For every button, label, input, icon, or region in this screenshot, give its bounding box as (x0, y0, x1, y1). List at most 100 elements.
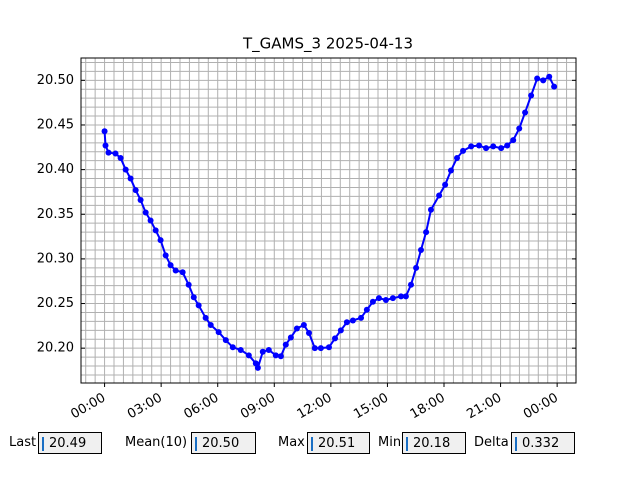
data-point (382, 296, 389, 303)
readout-label: Max (278, 435, 305, 450)
data-point (195, 302, 202, 309)
y-tick-label: 20.45 (37, 117, 74, 132)
data-point (317, 345, 324, 352)
data-point (287, 334, 294, 341)
data-point (277, 353, 284, 360)
x-tick-label: 18:00 (408, 391, 448, 423)
data-point (112, 150, 119, 157)
data-point (147, 217, 154, 224)
data-point (504, 142, 511, 149)
readout-label: Delta (474, 435, 509, 450)
data-point (442, 181, 449, 188)
readout-field[interactable]: 20.18 (402, 432, 466, 454)
data-point (349, 317, 356, 324)
data-point (185, 281, 192, 288)
data-point (305, 330, 312, 336)
data-point (363, 306, 370, 313)
data-point (245, 352, 252, 359)
data-point (105, 149, 112, 156)
data-point (408, 281, 414, 288)
data-point (540, 77, 547, 84)
readout-label: Min (378, 435, 402, 450)
data-point (265, 346, 272, 353)
data-point (510, 137, 517, 144)
data-point (389, 295, 396, 302)
data-point (413, 264, 420, 271)
y-tick-label: 20.50 (37, 73, 74, 88)
data-point (282, 341, 289, 348)
data-point (447, 167, 454, 174)
data-point (207, 321, 214, 328)
readout-field[interactable]: 20.51 (307, 432, 370, 454)
readout-label: Mean(10) (125, 435, 188, 450)
y-tick-label: 20.20 (37, 341, 74, 356)
data-point (162, 252, 169, 259)
data-point (332, 335, 339, 342)
data-point (423, 229, 430, 236)
data-point (172, 267, 179, 274)
data-point (259, 348, 266, 355)
data-point (534, 75, 541, 82)
data-point (516, 125, 523, 132)
data-point (528, 92, 535, 99)
data-point (122, 166, 129, 173)
data-point (468, 143, 475, 150)
y-tick-label: 20.40 (37, 162, 74, 177)
data-point (427, 206, 434, 213)
data-point (417, 246, 424, 253)
x-tick-label: 21:00 (464, 391, 504, 423)
data-point (142, 209, 149, 216)
data-point (325, 344, 332, 351)
x-tick-label: 06:00 (182, 391, 222, 423)
y-tick-label: 20.30 (37, 251, 74, 266)
y-tick-label: 20.35 (37, 207, 74, 222)
data-point (293, 325, 300, 332)
data-point (157, 237, 164, 244)
readout-field[interactable]: 0.332 (511, 432, 575, 454)
x-tick-label: 09:00 (238, 391, 278, 423)
data-point (454, 155, 461, 161)
data-point (483, 145, 490, 152)
data-point (101, 128, 108, 135)
data-point (546, 73, 553, 80)
readout-field[interactable]: 20.49 (38, 432, 102, 454)
data-point (132, 187, 139, 194)
data-point (343, 319, 350, 326)
data-point (215, 329, 222, 336)
chart-title: T_GAMS_3 2025-04-13 (242, 35, 413, 54)
data-point (311, 345, 318, 352)
data-point (202, 314, 209, 321)
data-point (137, 196, 144, 203)
data-point (490, 143, 497, 150)
data-point (117, 155, 124, 161)
x-tick-label: 00:00 (521, 391, 561, 423)
data-point (436, 192, 443, 199)
data-point (179, 269, 186, 276)
data-point (498, 145, 505, 152)
data-point (398, 293, 405, 300)
data-point (167, 262, 174, 269)
data-point (254, 364, 261, 371)
data-point (127, 175, 134, 182)
data-point (272, 352, 279, 359)
data-point (300, 321, 307, 328)
series-line (103, 75, 556, 371)
data-point (402, 293, 409, 300)
readout-label: Last (9, 435, 37, 450)
data-point (369, 298, 376, 305)
data-point (337, 327, 344, 334)
data-point (222, 337, 229, 344)
readout-field[interactable]: 20.50 (191, 432, 256, 454)
data-point (190, 294, 197, 301)
y-tick-label: 20.25 (37, 296, 74, 311)
data-point (476, 142, 483, 149)
data-point (252, 360, 259, 367)
x-tick-label: 00:00 (68, 391, 108, 423)
data-point (237, 346, 244, 353)
plot-frame (80, 57, 577, 384)
data-point (102, 142, 109, 149)
data-point (551, 83, 558, 90)
x-tick-label: 15:00 (351, 391, 391, 423)
data-point (358, 314, 365, 321)
